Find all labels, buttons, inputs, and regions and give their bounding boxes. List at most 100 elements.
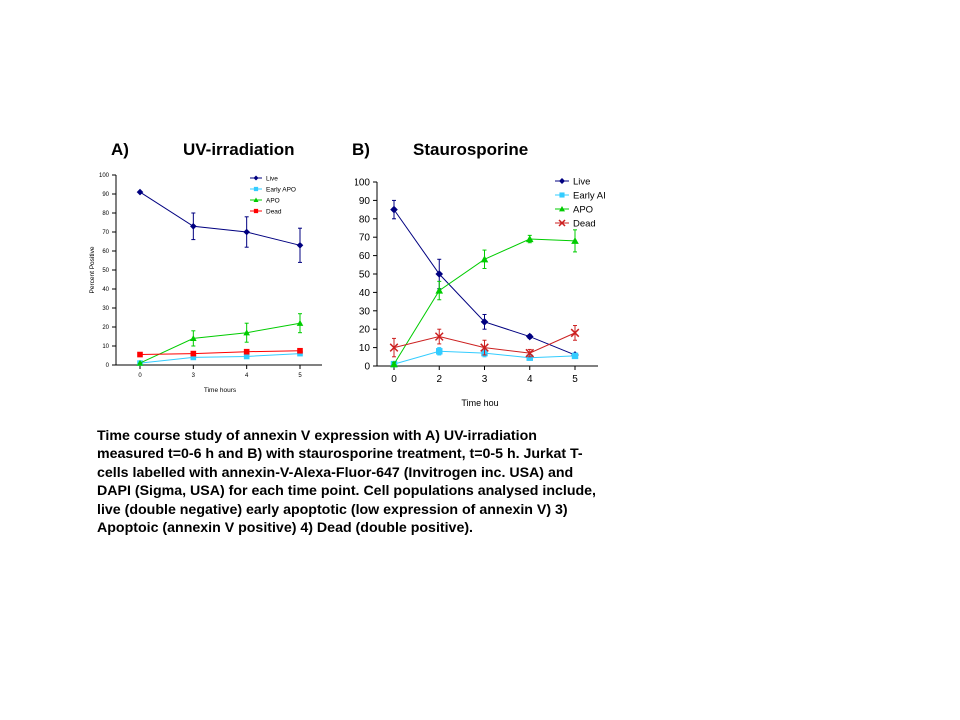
legend-marker: [253, 186, 259, 192]
data-point: [480, 318, 489, 326]
legend-label: Early APO: [266, 186, 296, 193]
legend-marker: [559, 192, 565, 198]
data-point: [525, 332, 534, 341]
data-point: [390, 360, 398, 368]
y-tick-label: 40: [102, 287, 109, 293]
data-point: [297, 350, 303, 357]
series-line-early-apo: [139, 353, 301, 364]
legend-marker: [253, 175, 259, 181]
data-point: [190, 350, 197, 357]
legend-marker: [253, 197, 259, 202]
y-tick-label: 60: [102, 249, 109, 255]
legend-label: Dead: [266, 208, 282, 215]
data-point: [297, 347, 303, 354]
data-point: [243, 228, 250, 236]
data-point: [480, 343, 489, 352]
legend-marker: [559, 206, 565, 212]
legend-item-dead: Dead: [555, 218, 596, 229]
y-tick-label: 80: [102, 211, 109, 217]
legend-label: APO: [266, 197, 280, 204]
data-point: [480, 255, 489, 263]
data-point: [525, 235, 534, 243]
legend-label: APO: [573, 204, 593, 215]
y-tick-label: 70: [102, 230, 109, 236]
data-point: [136, 188, 144, 196]
data-point: [436, 348, 443, 355]
y-tick-label: 0: [364, 362, 370, 373]
data-point: [190, 335, 197, 342]
legend-item-apo: APO: [250, 197, 280, 204]
legend-marker: [253, 208, 259, 214]
series-apo: [390, 229, 579, 368]
y-tick-label: 10: [359, 343, 371, 354]
series-live: [390, 199, 579, 359]
y-tick-label: 60: [359, 251, 371, 262]
data-point: [243, 329, 250, 336]
y-tick-label: 20: [102, 325, 109, 331]
y-tick-label: 40: [359, 288, 371, 299]
y-tick-label: 70: [359, 233, 371, 244]
series-line-dead: [139, 350, 301, 356]
y-tick-label: 100: [355, 178, 370, 189]
series-dead: [137, 347, 303, 358]
data-point: [389, 343, 399, 352]
y-tick-label: 80: [359, 214, 371, 225]
data-point: [190, 354, 197, 361]
legend-item-live: Live: [555, 176, 590, 187]
legend-marker: [558, 219, 566, 227]
legend-item-early-ai: Early AI: [555, 190, 606, 201]
data-point: [137, 351, 143, 358]
series-apo: [136, 313, 304, 366]
data-point: [243, 353, 250, 360]
figure-caption: Time course study of annexin V expressio…: [97, 428, 597, 537]
y-tick-label: 20: [359, 325, 371, 336]
y-tick-label: 50: [102, 268, 109, 274]
panel-b-label: B): [352, 140, 370, 159]
y-tick-label: 90: [102, 192, 109, 198]
legend-label: Early AI: [573, 190, 606, 201]
data-point: [435, 286, 444, 294]
data-point: [390, 205, 398, 214]
x-tick-label: 3: [482, 374, 488, 385]
legend: Live Early APO APO Dead: [250, 175, 296, 215]
legend-item-dead: Dead: [250, 208, 282, 215]
series-dead: [389, 325, 580, 358]
y-tick-label: 30: [359, 306, 371, 317]
y-tick-label: 30: [102, 306, 109, 312]
legend-marker: [559, 178, 565, 184]
data-point: [136, 359, 144, 366]
data-point: [526, 354, 533, 361]
data-point: [296, 242, 304, 249]
data-point: [190, 223, 197, 230]
x-tick-label: 0: [391, 374, 397, 385]
legend-item-early-apo: Early APO: [250, 186, 296, 193]
x-tick-label: 2: [436, 374, 442, 385]
series-line-live: [139, 191, 301, 246]
x-tick-label: 3: [192, 373, 196, 379]
x-axis-label: Time hours: [204, 387, 237, 394]
legend: Live Early AI APO Dead: [555, 176, 606, 229]
legend-label: Dead: [573, 218, 596, 229]
series-line-live: [393, 209, 576, 356]
data-point: [571, 237, 579, 244]
data-point: [243, 348, 250, 355]
chart-uv-irradiation: 0 10 20 30 40 50 60 70 80 90 100 0 3 4 5 Time hours Perc…: [89, 173, 322, 394]
data-point: [434, 332, 444, 341]
x-axis-label: Time hou: [461, 398, 498, 408]
y-tick-label: 0: [106, 363, 110, 369]
x-tick-label: 5: [298, 373, 302, 379]
y-tick-label: 90: [359, 196, 371, 207]
data-point: [525, 348, 535, 358]
y-tick-label: 10: [102, 344, 109, 350]
data-point: [435, 270, 444, 278]
legend-label: Live: [573, 176, 590, 187]
y-tick-label: 50: [359, 270, 371, 281]
x-tick-label: 4: [245, 373, 249, 379]
legend-label: Live: [266, 175, 278, 182]
legend-item-apo: APO: [555, 204, 593, 215]
legend-item-live: Live: [250, 175, 278, 182]
data-point: [571, 352, 579, 360]
y-axis-label: Percent Positive: [89, 246, 96, 293]
data-point: [570, 328, 580, 338]
x-tick-label: 0: [138, 373, 142, 379]
